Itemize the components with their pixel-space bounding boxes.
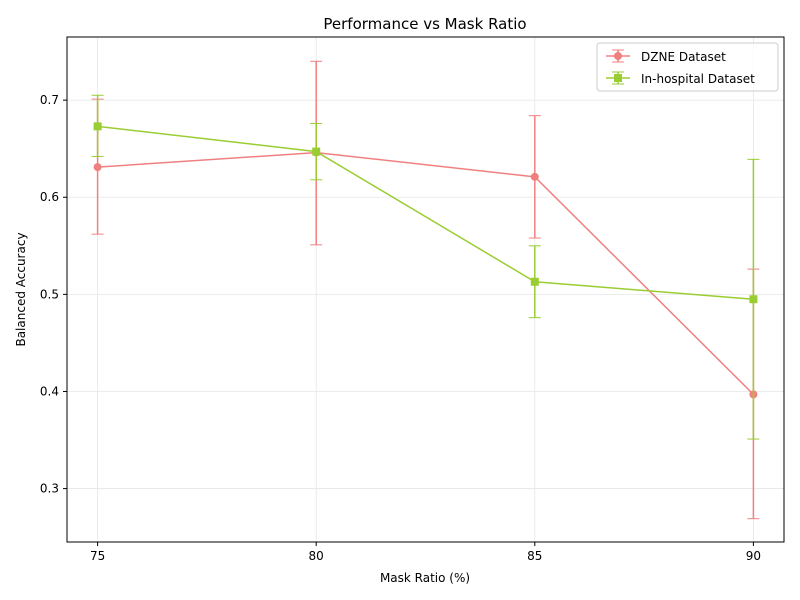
series-inhospital — [91, 94, 760, 440]
plot-frame — [66, 36, 785, 543]
legend-marker — [614, 74, 622, 82]
series-line — [97, 125, 754, 300]
data-point — [312, 147, 321, 156]
legend-label-dzne: DZNE Dataset — [641, 50, 726, 64]
y-axis-label: Balanced Accuracy — [14, 232, 28, 346]
legend: DZNE Dataset In-hospital Dataset — [596, 42, 779, 92]
chart-title: Performance vs Mask Ratio — [323, 15, 526, 33]
series-line — [97, 151, 754, 395]
legend-item-dzne: DZNE Dataset — [606, 49, 726, 64]
y-tick-label: 0.3 — [40, 482, 59, 496]
x-tick-label: 85 — [527, 549, 542, 563]
data-point — [530, 277, 539, 286]
x-tick-label: 80 — [309, 549, 324, 563]
data-point — [530, 172, 539, 181]
legend-marker — [614, 52, 622, 60]
x-axis-label: Mask Ratio (%) — [380, 571, 470, 585]
legend-box — [596, 42, 779, 92]
y-tick-label: 0.7 — [40, 93, 59, 107]
series-dzne — [91, 60, 760, 520]
data-point — [93, 163, 102, 172]
legend-item-inhospital: In-hospital Dataset — [606, 71, 755, 86]
data-point — [749, 295, 758, 304]
y-tick-label: 0.5 — [40, 287, 59, 301]
series-layer — [91, 60, 760, 520]
legend-label-inhospital: In-hospital Dataset — [641, 72, 755, 86]
y-tick-label: 0.4 — [40, 384, 59, 398]
x-tick-label: 75 — [90, 549, 105, 563]
grid — [67, 37, 784, 542]
ticks: 75 80 85 90 0.3 0.4 0.5 0.6 0.7 — [40, 93, 761, 563]
data-point — [93, 122, 102, 131]
y-tick-label: 0.6 — [40, 190, 59, 204]
x-tick-label: 90 — [746, 549, 761, 563]
